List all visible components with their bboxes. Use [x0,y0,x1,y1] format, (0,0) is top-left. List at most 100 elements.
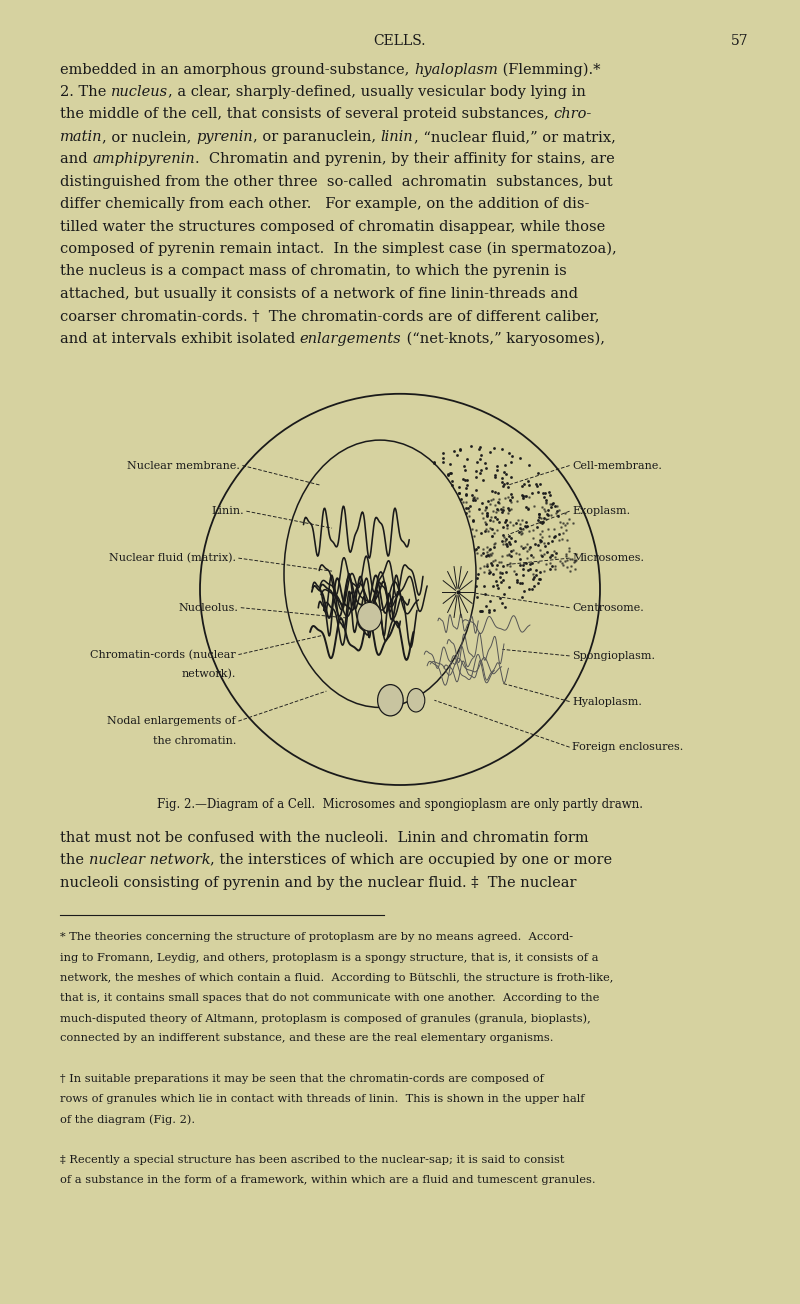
Point [560,512,573,533]
Point [480,514,493,535]
Point [547,526,560,546]
Point [492,552,505,572]
Point [539,509,552,529]
Point [484,562,497,583]
Point [523,454,536,475]
Point [545,505,558,526]
Point [521,516,534,537]
Text: chro-: chro- [554,107,592,121]
Point [501,472,514,493]
Point [524,554,537,575]
Point [534,562,546,583]
Point [483,591,496,612]
Point [475,545,488,566]
Point [515,485,528,506]
Point [509,531,522,552]
Point [510,570,523,591]
Point [514,514,527,535]
Point [551,501,564,522]
Point [481,536,494,557]
Point [503,533,516,554]
Point [544,484,557,505]
Text: hyaloplasm: hyaloplasm [414,63,498,77]
Point [487,533,500,554]
Text: , or nuclein,: , or nuclein, [102,130,197,143]
Point [478,520,491,541]
Text: distinguished from the other three  so-called  achromatin  substances, but: distinguished from the other three so-ca… [60,175,613,189]
Text: of a substance in the form of a framework, within which are a fluid and tumescen: of a substance in the form of a framewor… [60,1175,596,1185]
Point [534,507,547,528]
Point [539,554,552,575]
Point [481,502,494,523]
Point [494,566,507,587]
Point [496,545,509,566]
Point [534,529,546,550]
Point [568,550,581,571]
Point [481,502,494,523]
Point [506,486,518,507]
Point [482,601,495,622]
Point [542,481,555,502]
Point [500,533,513,554]
Text: embedded in an amorphous ground-substance,: embedded in an amorphous ground-substanc… [60,63,414,77]
Point [482,545,495,566]
Point [547,540,560,561]
Point [492,492,505,512]
Point [454,489,467,510]
Point [490,502,502,523]
Point [513,544,526,565]
Point [526,579,539,600]
Text: enlargements: enlargements [300,331,402,346]
Point [502,442,515,463]
Point [481,506,494,527]
Point [474,445,487,466]
Point [478,452,491,473]
Point [500,528,513,549]
Text: of the diagram (Fig. 2).: of the diagram (Fig. 2). [60,1115,195,1125]
Point [458,469,471,490]
Point [490,459,503,480]
Point [532,552,545,572]
Point [542,505,554,526]
Point [547,518,560,539]
Point [442,464,454,485]
Point [546,493,559,514]
Text: ing to Fromann, Leydig, and others, protoplasm is a spongy structure, that is, i: ing to Fromann, Leydig, and others, prot… [60,952,598,962]
Point [496,516,509,537]
Point [523,522,536,542]
Point [553,499,566,520]
Point [543,546,556,567]
Point [497,473,510,494]
Point [475,503,488,524]
Point [428,452,441,473]
Point [553,524,566,545]
Point [569,558,582,579]
Point [518,473,530,494]
Point [466,488,479,509]
Point [481,553,494,574]
Point [486,480,498,501]
Point [517,518,530,539]
Point [562,537,575,558]
Point [477,507,490,528]
Point [437,447,450,468]
Point [505,527,518,548]
Point [488,467,501,488]
Point [476,493,489,514]
Point [483,493,496,514]
Point [481,541,494,562]
Point [521,541,534,562]
Text: the chromatin.: the chromatin. [153,735,236,746]
Point [448,441,461,462]
Point [485,489,498,510]
Text: Hyaloplasm.: Hyaloplasm. [572,696,642,707]
Text: (“net-knots,” karyosomes),: (“net-knots,” karyosomes), [402,331,605,346]
Point [504,511,517,532]
Point [502,502,514,523]
Point [501,515,514,536]
Point [483,559,496,580]
Point [504,467,517,488]
Point [536,527,549,548]
Point [549,526,562,546]
Point [470,462,482,482]
